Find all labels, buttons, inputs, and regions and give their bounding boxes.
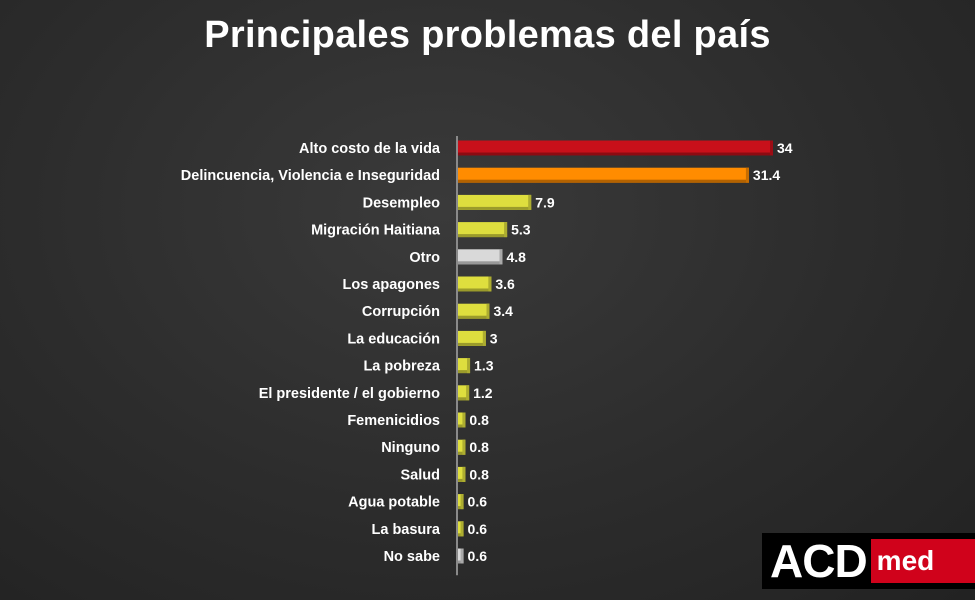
bar-9-shade [458, 370, 471, 374]
category-label-2: Delincuencia, Violencia e Inseguridad [181, 168, 440, 184]
category-label-8: La educación [347, 331, 440, 347]
bar-10-shade [458, 397, 470, 401]
acdmedia-logo: ACD med [762, 533, 975, 589]
value-label-3: 7.9 [535, 194, 555, 210]
bar-5-shade [458, 261, 503, 265]
bar-1 [458, 140, 773, 156]
value-label-2: 31.4 [753, 167, 780, 183]
logo-main-text: ACD [770, 535, 868, 587]
value-label-5: 4.8 [506, 249, 526, 265]
bar-10 [458, 385, 470, 401]
value-label-16: 0.6 [468, 548, 488, 564]
bar-2-cap [745, 167, 749, 183]
value-label-12: 0.8 [469, 439, 489, 455]
category-label-1: Alto costo de la vida [299, 141, 441, 157]
value-label-1: 34 [777, 140, 793, 156]
bar-12-shade [458, 451, 466, 455]
bar-14-cap [460, 494, 464, 510]
category-label-11: Femenicidios [347, 413, 440, 429]
bar-9-cap [467, 358, 471, 374]
category-label-16: No sabe [384, 549, 440, 565]
bar-12-cap [462, 439, 466, 455]
category-label-13: Salud [401, 467, 440, 483]
value-label-14: 0.6 [468, 494, 488, 510]
bar-8-shade [458, 342, 486, 346]
bar-1-cap [770, 140, 773, 156]
value-label-10: 1.2 [473, 385, 493, 401]
bar-5 [458, 249, 503, 265]
bar-15-cap [460, 521, 464, 537]
category-label-5: Otro [409, 250, 440, 266]
category-label-7: Corrupción [362, 304, 440, 320]
bar-3-shade [458, 206, 532, 210]
value-label-11: 0.8 [469, 412, 489, 428]
bar-7 [458, 303, 490, 319]
bar-3-cap [528, 194, 532, 210]
logo-sub-text: med [870, 539, 975, 583]
value-label-7: 3.4 [494, 303, 514, 319]
bar-13 [458, 466, 466, 482]
category-label-15: La basura [372, 522, 441, 538]
value-label-9: 1.3 [474, 358, 494, 374]
category-label-6: Los apagones [343, 277, 441, 293]
chart-title: Principales problemas del país [204, 14, 771, 56]
category-label-4: Migración Haitiana [311, 223, 441, 239]
bar-5-cap [499, 249, 503, 265]
bar-10-cap [466, 385, 470, 401]
bar-9 [458, 358, 471, 374]
bar-6-shade [458, 288, 492, 292]
bar-2-shade [458, 179, 749, 183]
value-label-8: 3 [490, 330, 498, 346]
bar-6-cap [488, 276, 492, 292]
bar-11-shade [458, 424, 466, 428]
bar-11-cap [462, 412, 466, 428]
bar-16-cap [460, 548, 464, 564]
category-label-14: Agua potable [348, 495, 440, 511]
bar-7-shade [458, 315, 490, 319]
bar-2 [458, 167, 749, 183]
category-label-3: Desempleo [363, 195, 441, 211]
bar-11 [458, 412, 466, 428]
bar-6 [458, 276, 492, 292]
category-label-12: Ninguno [381, 440, 440, 456]
value-label-6: 3.6 [495, 276, 515, 292]
bar-1-shade [458, 152, 773, 156]
bar-7-cap [486, 303, 490, 319]
value-label-13: 0.8 [469, 466, 489, 482]
bar-3 [458, 194, 532, 210]
value-label-15: 0.6 [468, 521, 488, 537]
bar-4-cap [504, 222, 508, 238]
value-label-4: 5.3 [511, 222, 531, 238]
category-label-10: El presidente / el gobierno [259, 386, 440, 402]
bar-8 [458, 330, 486, 346]
bar-13-cap [462, 466, 466, 482]
bar-13-shade [458, 478, 466, 482]
bar-8-cap [482, 330, 486, 346]
bar-12 [458, 439, 466, 455]
bar-4-shade [458, 234, 508, 238]
category-label-9: La pobreza [363, 359, 440, 375]
bar-4 [458, 222, 508, 238]
